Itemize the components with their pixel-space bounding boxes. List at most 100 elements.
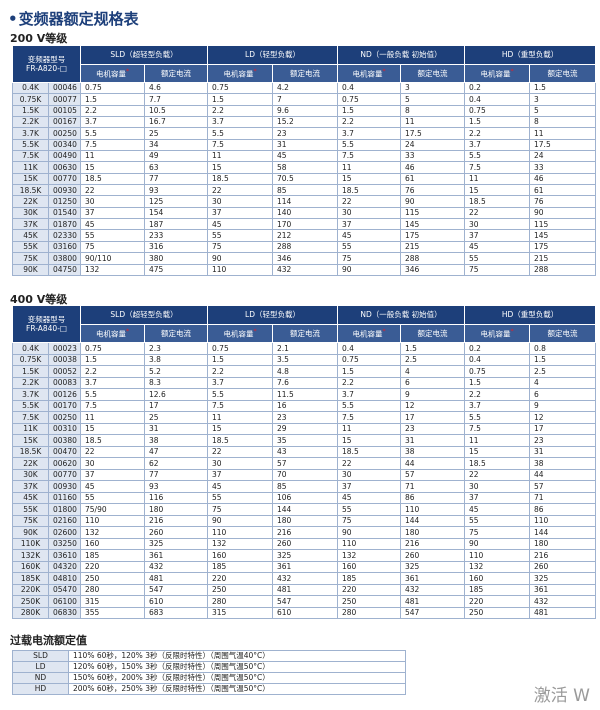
value-cell: 2.2 xyxy=(80,365,146,378)
value-cell: 216 xyxy=(144,514,209,527)
value-cell: 70 xyxy=(272,468,339,481)
value-cell: 9.6 xyxy=(272,104,339,118)
model-cell: 1.5K xyxy=(12,365,49,378)
value-cell: 185 xyxy=(80,549,146,562)
note-mark: * xyxy=(510,327,514,335)
value-cell: 71 xyxy=(529,491,597,504)
value-cell: 132 xyxy=(207,537,274,550)
value-cell: 4.6 xyxy=(144,81,209,95)
data-row: 2.2K 00167 3.7 16.7 3.7 15.2 2.2 11 1.5 8 xyxy=(12,116,597,129)
model-cell: 00930 xyxy=(47,480,82,493)
value-cell: 45 xyxy=(337,229,402,242)
value-cell: 175 xyxy=(529,240,597,254)
value-cell: 6 xyxy=(529,388,597,401)
value-cell: 132 xyxy=(80,263,146,276)
value-cell: 38 xyxy=(144,434,209,447)
value-cell: 7 xyxy=(272,93,339,106)
value-cell: 33 xyxy=(400,150,466,163)
model-cell: 02600 xyxy=(47,526,82,539)
value-cell: 160 xyxy=(464,572,531,585)
value-cell: 355 xyxy=(80,606,146,619)
model-cell: 220K xyxy=(12,583,49,596)
model-cell: 00930 xyxy=(47,184,82,197)
value-cell: 361 xyxy=(400,572,466,585)
value-cell: 0.75 xyxy=(80,342,146,355)
column-header: 电机容量* xyxy=(464,323,531,343)
model-cell: 00046 xyxy=(47,81,82,95)
value-cell: 547 xyxy=(272,595,339,608)
data-row: 1.5K 00105 2.2 10.5 2.2 9.6 1.5 8 0.75 5 xyxy=(12,104,597,118)
value-cell: 90 xyxy=(529,206,597,220)
value-cell: 85 xyxy=(272,184,339,197)
value-cell: 15 xyxy=(464,184,531,197)
value-cell: 187 xyxy=(144,218,209,231)
value-cell: 22 xyxy=(337,457,402,470)
value-cell: 37 xyxy=(207,468,274,481)
value-cell: 18.5 xyxy=(207,172,274,186)
model-cell: 00126 xyxy=(47,388,82,401)
value-cell: 8 xyxy=(529,116,597,129)
model-cell: 00167 xyxy=(47,116,82,129)
value-cell: 30 xyxy=(207,457,274,470)
value-cell: 220 xyxy=(80,560,146,573)
value-cell: 85 xyxy=(272,480,339,493)
value-cell: 75 xyxy=(207,240,274,254)
model-cell: 04320 xyxy=(47,560,82,573)
model-cell: 00470 xyxy=(47,445,82,458)
value-cell: 481 xyxy=(272,583,339,596)
value-cell: 90 xyxy=(207,252,274,265)
model-cell: 00340 xyxy=(47,138,82,152)
model-cell: 30K xyxy=(12,468,49,481)
value-cell: 55 xyxy=(207,491,274,504)
value-cell: 30 xyxy=(80,457,146,470)
column-header: 电机容量* xyxy=(337,63,402,83)
value-cell: 75/90 xyxy=(80,503,146,516)
value-cell: 325 xyxy=(529,572,597,585)
value-cell: 30 xyxy=(464,218,531,231)
model-cell: 01540 xyxy=(47,206,82,220)
model-cell: 0.75K xyxy=(12,93,49,106)
column-name: 电机容量 xyxy=(223,69,254,79)
value-cell: 90/110 xyxy=(80,252,146,265)
value-cell: 90 xyxy=(207,514,274,527)
value-cell: 0.2 xyxy=(464,81,531,95)
value-cell: 45 xyxy=(207,480,274,493)
value-cell: 154 xyxy=(144,206,209,220)
value-cell: 288 xyxy=(272,240,339,254)
value-cell: 7.7 xyxy=(144,93,209,106)
value-cell: 5.5 xyxy=(80,127,146,140)
value-cell: 185 xyxy=(464,583,531,596)
value-cell: 346 xyxy=(272,252,339,265)
value-cell: 18.5 xyxy=(207,434,274,447)
value-cell: 75 xyxy=(337,252,402,265)
column-name: 额定电流 xyxy=(547,68,578,78)
model-cell: 00630 xyxy=(47,161,82,174)
value-cell: 9 xyxy=(529,399,597,412)
value-cell: 23 xyxy=(272,411,339,424)
value-cell: 45 xyxy=(207,218,274,231)
value-cell: 250 xyxy=(207,583,274,596)
model-cell: 90K xyxy=(12,526,49,539)
value-cell: 2.2 xyxy=(464,388,531,401)
value-cell: 2.5 xyxy=(529,365,597,378)
data-row: 160K 04320 220 432 185 361 160 325 132 260 xyxy=(12,560,597,573)
model-cell: 55K xyxy=(12,240,49,254)
model-cell: 00770 xyxy=(47,172,82,186)
column-header: 额定电流 xyxy=(400,63,466,83)
value-cell: 610 xyxy=(144,595,209,608)
value-cell: 43 xyxy=(272,445,339,458)
model-cell: 5.5K xyxy=(12,138,49,152)
value-cell: 16.7 xyxy=(144,116,209,129)
value-cell: 31 xyxy=(144,422,209,435)
section-label: 过载电流额定值 xyxy=(10,634,87,647)
value-cell: 5 xyxy=(400,93,466,106)
data-row: 0.4K 00023 0.75 2.3 0.75 2.1 0.4 1.5 0.2 0.8 xyxy=(12,342,597,355)
value-cell: 55 xyxy=(207,229,274,242)
value-cell: 0.8 xyxy=(529,342,597,355)
column-name: 额定电流 xyxy=(161,328,192,338)
value-cell: 2.2 xyxy=(80,104,146,118)
column-header: 额定电流 xyxy=(272,323,339,343)
model-cell: 00380 xyxy=(47,434,82,447)
value-cell: 547 xyxy=(144,583,209,596)
